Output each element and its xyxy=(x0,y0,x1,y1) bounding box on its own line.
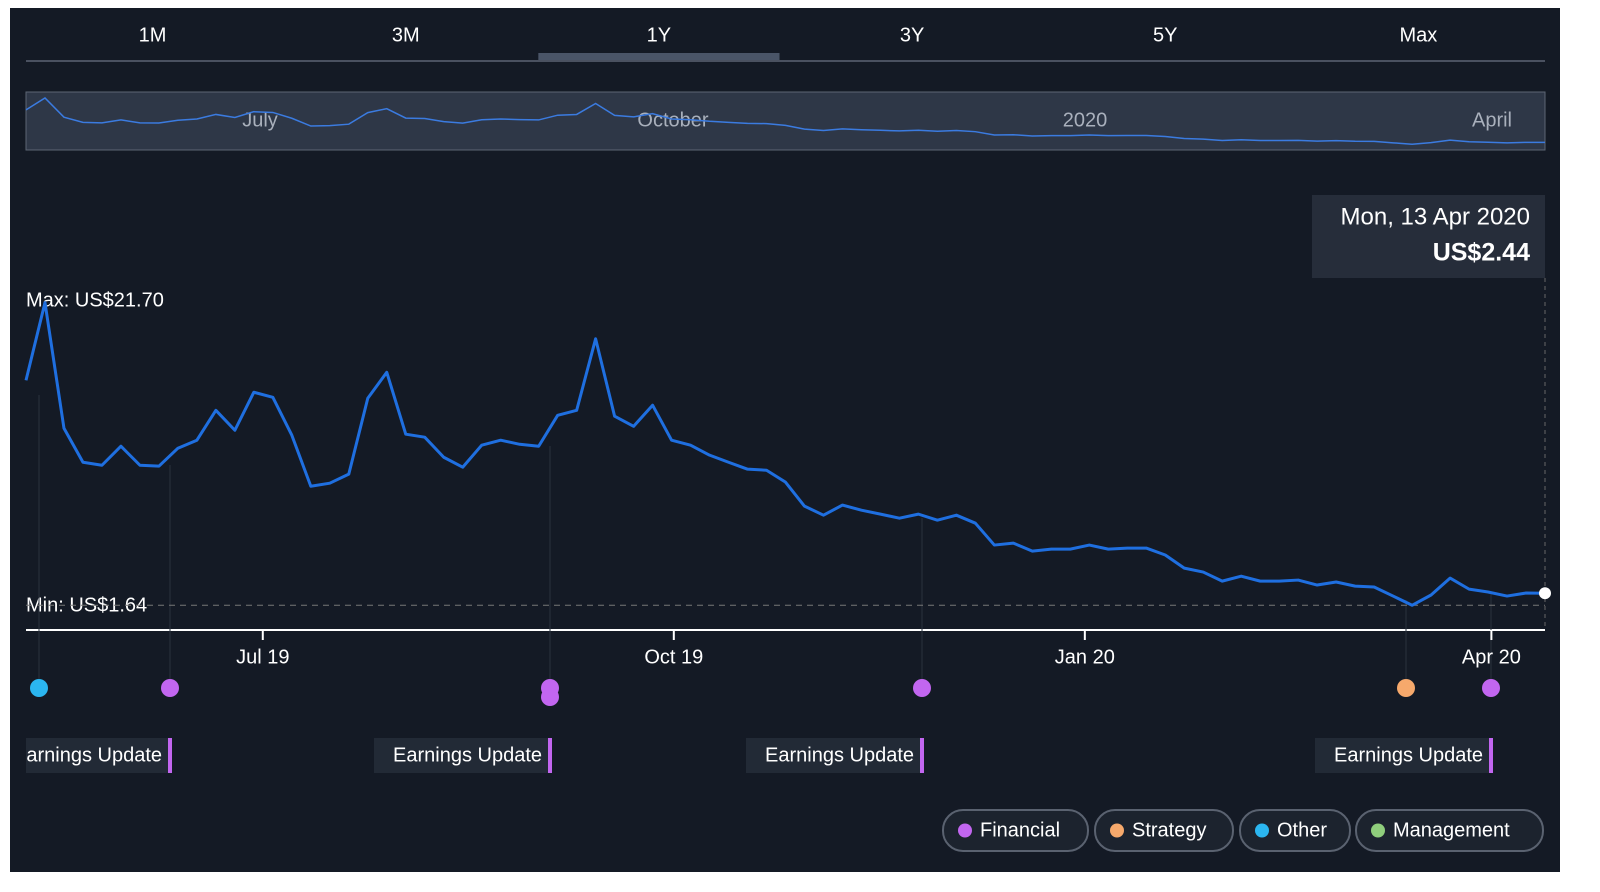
event-dot[interactable] xyxy=(913,679,931,697)
tab[interactable]: 3Y xyxy=(900,24,924,46)
max-label: Max: US$21.70 xyxy=(26,289,164,311)
navigator-line xyxy=(25,97,1546,145)
navigator-label: 2020 xyxy=(1063,109,1108,131)
tooltip-price: US$2.44 xyxy=(1433,239,1530,267)
x-tick-label: Jul 19 xyxy=(236,646,289,668)
legend-label: Management xyxy=(1393,819,1510,841)
event-label-box xyxy=(26,738,172,773)
tooltip-date: Mon, 13 Apr 2020 xyxy=(1341,203,1530,230)
event-label: Earnings Update xyxy=(1315,738,1493,773)
event-label: Earnings Update xyxy=(13,738,172,773)
event-label-text: Earnings Update xyxy=(1334,744,1483,766)
x-tick-label: Jan 20 xyxy=(1055,646,1115,668)
current-point xyxy=(1539,587,1551,600)
legend-pill[interactable] xyxy=(1355,809,1544,852)
tooltip-box xyxy=(1312,195,1545,278)
tab[interactable]: 3M xyxy=(392,24,420,46)
legend-dot xyxy=(1110,823,1124,838)
event-label-box xyxy=(374,738,552,773)
event-dot[interactable] xyxy=(1482,679,1500,697)
tab[interactable]: 1M xyxy=(139,24,167,46)
event-label-text: Earnings Update xyxy=(393,744,542,766)
legend-pill[interactable] xyxy=(942,809,1089,852)
legend-pill[interactable] xyxy=(1094,809,1234,852)
event-label-box xyxy=(1315,738,1493,773)
event-dot[interactable] xyxy=(1397,679,1415,697)
event-dot[interactable] xyxy=(161,679,179,697)
event-label-bar xyxy=(548,738,552,773)
tab[interactable]: 1Y xyxy=(647,24,671,46)
legend-label: Strategy xyxy=(1132,819,1206,841)
panel xyxy=(10,8,1560,872)
legend-label: Financial xyxy=(980,819,1060,841)
event-label-bar xyxy=(168,738,172,773)
event-label-bar xyxy=(1489,738,1493,773)
event-label: Earnings Update xyxy=(374,738,552,773)
event-label-box xyxy=(746,738,924,773)
legend-dot xyxy=(1255,823,1269,838)
x-tick-label: Oct 19 xyxy=(644,646,703,668)
event-label-bar xyxy=(920,738,924,773)
event-label-text: Earnings Update xyxy=(13,744,162,766)
x-tick-label: Apr 20 xyxy=(1462,646,1521,668)
legend-dot xyxy=(958,823,972,838)
legend-dot xyxy=(1371,823,1385,838)
tab[interactable]: Max xyxy=(1400,24,1438,46)
tab[interactable]: 5Y xyxy=(1153,24,1177,46)
tab-indicator xyxy=(538,53,780,60)
legend-label: Other xyxy=(1277,819,1327,841)
event-label-text: Earnings Update xyxy=(765,744,914,766)
navigator-label: April xyxy=(1472,109,1512,131)
price-line xyxy=(24,301,1546,607)
legend-pill[interactable] xyxy=(1239,809,1351,852)
navigator-label: July xyxy=(242,109,278,131)
event-dot[interactable] xyxy=(30,679,48,697)
event-dot[interactable] xyxy=(541,679,559,697)
event-label: Earnings Update xyxy=(746,738,924,773)
